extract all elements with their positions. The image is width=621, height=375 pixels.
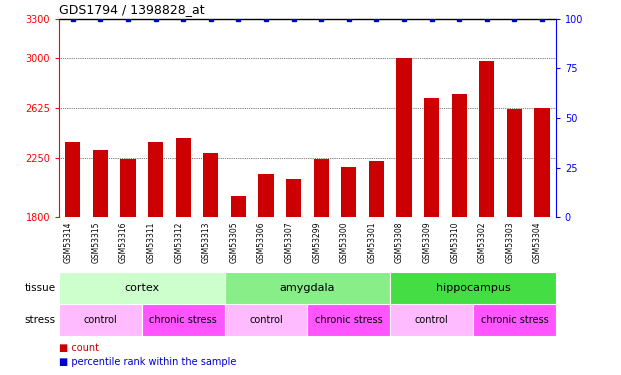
- Bar: [93, 150, 108, 217]
- Text: GSM53307: GSM53307: [284, 222, 294, 264]
- Text: GSM53311: GSM53311: [147, 222, 156, 263]
- Text: GSM53308: GSM53308: [395, 222, 404, 263]
- Text: chronic stress: chronic stress: [481, 315, 548, 325]
- Bar: [225, 304, 307, 336]
- Text: GSM53314: GSM53314: [64, 222, 73, 263]
- Bar: [390, 272, 556, 304]
- Bar: [286, 179, 301, 218]
- Bar: [314, 159, 329, 218]
- Bar: [369, 160, 384, 218]
- Bar: [65, 142, 80, 218]
- Text: control: control: [83, 315, 117, 325]
- Bar: [203, 153, 219, 218]
- Text: hippocampus: hippocampus: [435, 283, 510, 293]
- Bar: [396, 58, 412, 217]
- Bar: [258, 174, 274, 217]
- Text: GSM53302: GSM53302: [478, 222, 487, 263]
- Text: GSM53300: GSM53300: [340, 222, 349, 264]
- Bar: [148, 142, 163, 218]
- Bar: [231, 196, 246, 217]
- Text: GSM53305: GSM53305: [229, 222, 238, 264]
- Bar: [59, 304, 142, 336]
- Text: GSM53312: GSM53312: [175, 222, 183, 263]
- Bar: [59, 272, 225, 304]
- Text: control: control: [415, 315, 448, 325]
- Text: GSM53301: GSM53301: [368, 222, 376, 263]
- Text: GSM53306: GSM53306: [257, 222, 266, 264]
- Text: GSM53304: GSM53304: [533, 222, 542, 264]
- Text: chronic stress: chronic stress: [315, 315, 383, 325]
- Text: GSM53310: GSM53310: [450, 222, 459, 263]
- Bar: [225, 272, 390, 304]
- Text: GSM53309: GSM53309: [423, 222, 432, 264]
- Text: cortex: cortex: [124, 283, 160, 293]
- Text: GSM53313: GSM53313: [202, 222, 211, 263]
- Bar: [424, 98, 439, 218]
- Bar: [535, 108, 550, 218]
- Bar: [341, 167, 356, 217]
- Bar: [479, 61, 494, 217]
- Text: GDS1794 / 1398828_at: GDS1794 / 1398828_at: [59, 3, 205, 16]
- Bar: [120, 159, 135, 218]
- Bar: [507, 109, 522, 217]
- Bar: [307, 304, 390, 336]
- Text: ■ percentile rank within the sample: ■ percentile rank within the sample: [59, 357, 237, 367]
- Text: chronic stress: chronic stress: [149, 315, 217, 325]
- Text: amygdala: amygdala: [279, 283, 335, 293]
- Bar: [473, 304, 556, 336]
- Bar: [142, 304, 225, 336]
- Bar: [176, 138, 191, 218]
- Text: stress: stress: [25, 315, 56, 325]
- Bar: [390, 304, 473, 336]
- Text: GSM53315: GSM53315: [91, 222, 101, 263]
- Bar: [451, 94, 467, 218]
- Text: ■ count: ■ count: [59, 343, 99, 353]
- Text: tissue: tissue: [25, 283, 56, 293]
- Text: GSM53303: GSM53303: [505, 222, 514, 264]
- Text: GSM53299: GSM53299: [312, 222, 321, 263]
- Text: control: control: [249, 315, 283, 325]
- Text: GSM53316: GSM53316: [119, 222, 128, 263]
